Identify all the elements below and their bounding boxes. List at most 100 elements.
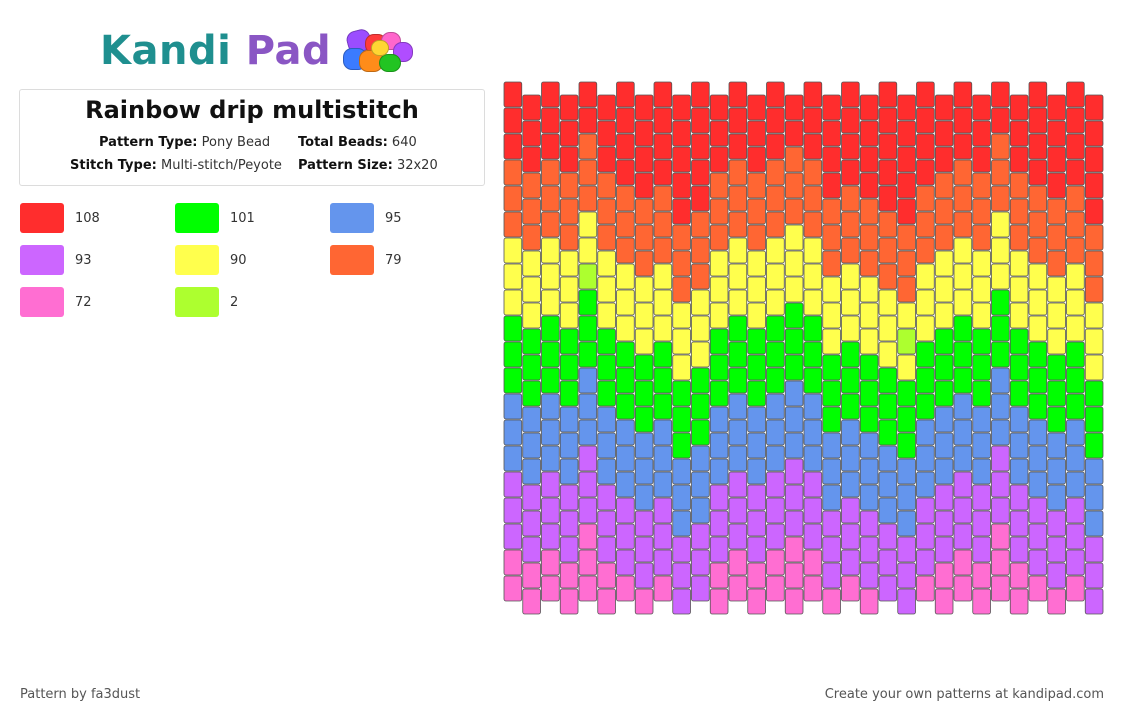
bead [578, 211, 598, 238]
bead [747, 302, 766, 329]
bead [597, 588, 616, 615]
bead [559, 562, 579, 589]
bead [747, 224, 766, 251]
pattern-size-label: Pattern Size: [298, 158, 393, 173]
bead [503, 419, 523, 446]
bead [803, 133, 823, 160]
bead [634, 536, 654, 563]
bead [541, 471, 560, 498]
bead [897, 536, 916, 563]
bead [991, 133, 1010, 160]
bead [522, 302, 541, 329]
bead [728, 263, 748, 290]
bead [503, 497, 523, 524]
bead [972, 406, 991, 433]
bead [766, 367, 785, 394]
bead [597, 562, 616, 589]
legend-item-orange: 79 [330, 245, 402, 275]
bead [653, 393, 673, 420]
bead [672, 172, 691, 199]
pattern-type-label: Pattern Type: [99, 135, 198, 150]
bead [747, 146, 766, 173]
bead [1047, 484, 1066, 511]
bead [859, 198, 879, 225]
kandipad-logo[interactable]: Kandi Pad [100, 26, 417, 76]
bead [934, 380, 954, 407]
bead [616, 315, 635, 342]
bead [634, 406, 654, 433]
total-beads-label: Total Beads: [298, 135, 388, 150]
bead [1084, 302, 1104, 329]
legend-item-purple: 93 [20, 245, 92, 275]
bead [784, 354, 804, 381]
count-red: 108 [75, 210, 100, 226]
bead [522, 484, 541, 511]
bead [522, 354, 541, 381]
bead [841, 445, 860, 472]
bead [672, 328, 691, 355]
bead [709, 172, 729, 199]
pattern-title: Rainbow drip multistitch [85, 96, 419, 124]
bead [541, 107, 560, 134]
bead [784, 146, 804, 173]
create-patterns-link[interactable]: Create your own patterns at kandipad.com [824, 687, 1104, 702]
bead [653, 185, 673, 212]
bead [616, 237, 635, 264]
bead [784, 224, 804, 251]
bead [747, 562, 766, 589]
bead [503, 471, 523, 498]
bead [747, 380, 766, 407]
bead [503, 575, 523, 602]
bead [934, 354, 954, 381]
bead [709, 94, 729, 121]
bead [841, 263, 860, 290]
bead [897, 250, 916, 277]
bead [728, 211, 748, 238]
bead [991, 211, 1010, 238]
bead [972, 146, 991, 173]
bead [878, 341, 898, 368]
bead [1009, 224, 1029, 251]
bead [1009, 406, 1029, 433]
bead [1047, 328, 1066, 355]
bead [897, 458, 916, 485]
bead [1047, 224, 1066, 251]
bead [672, 224, 691, 251]
bead [597, 536, 616, 563]
bead [1084, 588, 1104, 615]
bead [578, 237, 598, 264]
bead [766, 523, 785, 550]
bead [953, 497, 973, 524]
bead [784, 484, 804, 511]
bead [859, 146, 879, 173]
bead [953, 393, 973, 420]
bead [878, 289, 898, 316]
bead [841, 549, 860, 576]
bead [766, 107, 785, 134]
bead [784, 276, 804, 303]
logo-text: Kandi Pad [100, 28, 331, 74]
bead [1028, 497, 1048, 524]
bead [691, 289, 710, 316]
bead [972, 224, 991, 251]
bead [503, 81, 523, 108]
bead [934, 302, 954, 329]
legend-item-pink: 72 [20, 287, 92, 317]
bead [1084, 380, 1104, 407]
bead [878, 419, 898, 446]
bead [597, 484, 616, 511]
bead [784, 302, 804, 329]
bead [559, 380, 579, 407]
bead [709, 588, 729, 615]
bead [1009, 302, 1029, 329]
total-beads: Total Beads: 640 [298, 135, 417, 150]
bead [972, 510, 991, 537]
bead [691, 393, 710, 420]
bead [1084, 224, 1104, 251]
bead [634, 302, 654, 329]
bead [822, 250, 841, 277]
bead [559, 432, 579, 459]
bead [728, 419, 748, 446]
bead [1066, 81, 1085, 108]
bead [634, 328, 654, 355]
